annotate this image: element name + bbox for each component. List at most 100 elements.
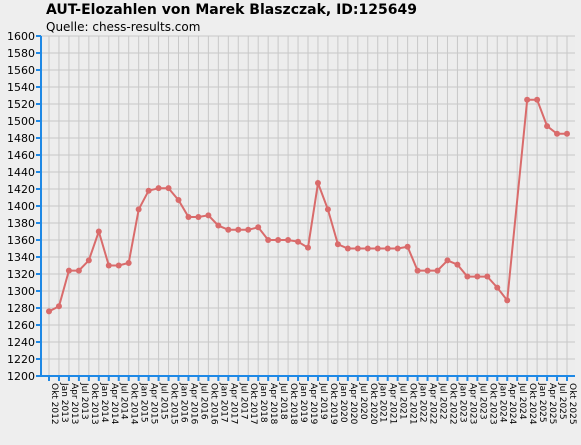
data-point (434, 267, 441, 274)
data-point (105, 262, 112, 269)
y-tick-label: 1300 (7, 285, 35, 298)
data-point (115, 262, 122, 269)
x-tick-label: Okt 2019 (328, 383, 338, 425)
data-point (314, 180, 321, 187)
data-point (454, 261, 461, 268)
data-point (46, 308, 52, 315)
y-tick-label: 1360 (7, 234, 35, 247)
data-point (65, 267, 72, 274)
x-tick-label: Jan 2018 (258, 382, 268, 423)
x-tick-label: Jan 2020 (338, 382, 348, 423)
x-tick-label: Jul 2018 (278, 382, 288, 420)
data-point (384, 245, 391, 252)
x-tick-label: Jan 2016 (179, 382, 189, 423)
x-tick-label: Jul 2017 (238, 382, 248, 420)
data-point (374, 245, 381, 252)
y-tick-label: 1460 (7, 149, 35, 162)
chart-title: AUT-Elozahlen von Marek Blaszczak, ID:12… (46, 2, 417, 18)
data-point (225, 226, 232, 233)
x-tick-label: Apr 2014 (109, 383, 119, 425)
data-point (324, 206, 331, 213)
y-tick-label: 1260 (7, 319, 35, 332)
y-tick-label: 1480 (7, 132, 35, 145)
data-point (474, 273, 481, 280)
data-point (354, 245, 361, 252)
x-tick-label: Okt 2021 (408, 383, 418, 425)
y-tick-label: 1340 (7, 251, 35, 264)
x-tick-label: Jul 2013 (79, 382, 89, 420)
x-tick-label: Jul 2021 (398, 382, 408, 420)
data-point (205, 212, 212, 219)
data-point (185, 214, 192, 221)
x-tick-label: Jan 2014 (99, 382, 109, 423)
x-tick-label: Okt 2016 (208, 383, 218, 425)
y-tick-label: 1200 (7, 370, 35, 383)
x-tick-label: Okt 2020 (368, 383, 378, 425)
data-point (285, 237, 292, 243)
data-point (524, 96, 531, 103)
data-point (195, 214, 202, 221)
x-tick-label: Apr 2021 (388, 383, 398, 424)
x-tick-label: Jul 2015 (159, 382, 169, 420)
x-tick-label: Apr 2016 (188, 383, 198, 425)
y-tick-label: 1580 (7, 47, 35, 60)
data-point (544, 123, 551, 130)
x-tick-label: Jul 2020 (358, 382, 368, 420)
x-tick-label: Apr 2018 (268, 383, 278, 425)
data-point (494, 284, 501, 291)
x-tick-label: Jan 2024 (497, 382, 507, 423)
x-tick-label: Okt 2018 (288, 383, 298, 425)
x-tick-label: Jan 2025 (537, 382, 547, 423)
y-tick-label: 1560 (7, 64, 35, 77)
x-tick-label: Jan 2023 (457, 382, 467, 423)
x-tick-label: Jul 2023 (477, 382, 487, 420)
x-tick-label: Jan 2019 (298, 382, 308, 423)
x-tick-label: Jul 2016 (198, 382, 208, 420)
x-tick-label: Apr 2022 (428, 383, 438, 424)
x-tick-label: Apr 2013 (69, 383, 79, 424)
x-tick-label: Okt 2013 (89, 383, 99, 425)
data-point (265, 237, 272, 243)
x-tick-label: Jul 2025 (557, 382, 567, 420)
y-tick-label: 1600 (7, 30, 35, 43)
x-tick-label: Jan 2021 (378, 382, 388, 423)
x-tick-label: Jul 2019 (318, 382, 328, 420)
data-point (85, 257, 92, 264)
x-tick-label: Jan 2017 (218, 382, 228, 423)
x-tick-label: Okt 2024 (527, 383, 537, 425)
x-tick-label: Okt 2023 (487, 383, 497, 425)
x-tick-label: Okt 2012 (49, 383, 59, 425)
data-point (305, 244, 311, 251)
y-tick-label: 1500 (7, 115, 35, 128)
chart-subtitle: Quelle: chess-results.com (46, 20, 201, 34)
y-tick-label: 1240 (7, 336, 35, 349)
data-point (245, 226, 252, 233)
data-point (155, 185, 162, 192)
data-point (344, 245, 351, 252)
x-tick-label: Jan 2013 (59, 382, 69, 423)
x-tick-label: Jan 2022 (418, 382, 428, 423)
data-point (534, 96, 541, 103)
y-tick-label: 1540 (7, 81, 35, 94)
data-point (554, 130, 561, 137)
y-tick-label: 1280 (7, 302, 35, 315)
y-tick-label: 1440 (7, 166, 35, 179)
x-tick-label: Okt 2022 (447, 383, 457, 425)
data-point (275, 237, 282, 243)
y-tick-label: 1220 (7, 353, 35, 366)
data-point (414, 267, 421, 274)
data-point (464, 273, 471, 280)
x-tick-label: Okt 2017 (248, 383, 258, 425)
y-tick-label: 1320 (7, 268, 35, 281)
data-point (394, 245, 401, 252)
data-point (135, 206, 142, 213)
y-tick-label: 1520 (7, 98, 35, 111)
data-point (424, 267, 431, 274)
x-tick-label: Apr 2015 (149, 383, 159, 424)
x-tick-label: Jul 2014 (119, 382, 129, 420)
x-tick-label: Apr 2025 (547, 383, 557, 424)
x-tick-label: Apr 2024 (507, 383, 517, 425)
data-point (175, 197, 182, 204)
